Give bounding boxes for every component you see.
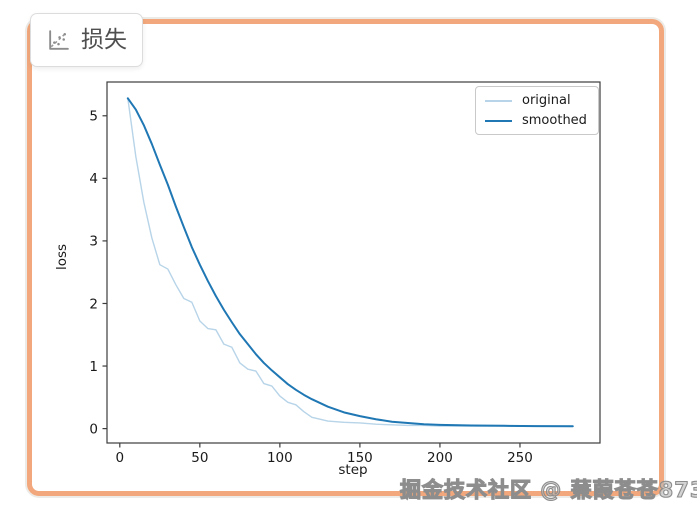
loss-tab-label: 损失 xyxy=(81,26,127,53)
legend-item-smoothed: smoothed xyxy=(485,114,587,127)
x-tick-label: 250 xyxy=(507,450,533,466)
x-tick-label: 150 xyxy=(347,450,373,466)
legend-label-smoothed: smoothed xyxy=(522,113,587,128)
y-tick-label: 1 xyxy=(89,359,98,375)
series-line-original xyxy=(127,97,574,427)
chart-legend: original smoothed xyxy=(475,86,599,135)
x-tick-label: 200 xyxy=(427,450,453,466)
smoothed-line-swatch xyxy=(485,119,512,122)
x-tick-label: 100 xyxy=(267,450,293,466)
x-tick-label: 0 xyxy=(116,450,125,466)
loss-tab[interactable]: 损失 xyxy=(30,13,143,67)
x-axis-label: step xyxy=(338,462,368,478)
original-line-swatch xyxy=(485,99,512,102)
y-tick-label: 2 xyxy=(89,296,98,312)
legend-item-original: original xyxy=(485,94,587,107)
legend-label-original: original xyxy=(522,93,571,108)
y-tick-label: 3 xyxy=(89,234,98,250)
series-line-smoothed xyxy=(126,97,574,428)
x-tick-label: 50 xyxy=(191,450,208,466)
plot-frame xyxy=(106,81,601,444)
y-axis-label: loss xyxy=(54,243,70,271)
y-tick-label: 0 xyxy=(89,421,98,437)
watermark-text: 掘金技术社区 @ 蒹葭苍苍873 xyxy=(399,477,697,502)
scatter-chart-icon xyxy=(46,28,71,53)
y-tick-label: 5 xyxy=(89,109,98,125)
y-tick-label: 4 xyxy=(89,171,98,187)
